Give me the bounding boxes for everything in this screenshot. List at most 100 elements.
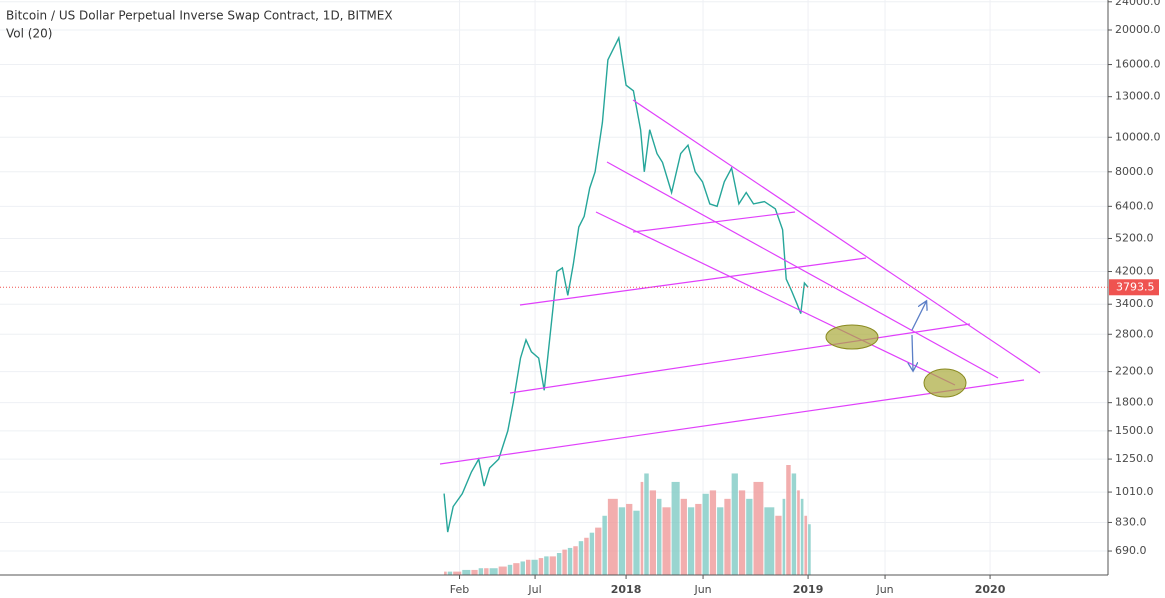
volume-bar: [695, 503, 702, 575]
volume-bar: [513, 563, 520, 575]
volume-bar: [800, 498, 804, 575]
volume-bar: [573, 546, 578, 575]
last-price-box: [1109, 279, 1159, 296]
volume-bar: [484, 568, 489, 575]
volume-bar: [746, 498, 753, 575]
volume-bar: [531, 559, 538, 575]
volume-bar: [567, 547, 573, 575]
trendline: [606, 161, 999, 379]
volume-bar: [782, 498, 786, 575]
volume-bar: [453, 571, 462, 575]
x-tick-label: Jun: [875, 583, 893, 596]
volume-bar: [804, 515, 808, 575]
volume-bar: [489, 568, 498, 575]
y-tick-label: 3400.0: [1115, 297, 1154, 310]
volume-bar: [753, 481, 764, 575]
y-tick-label: 690.0: [1115, 544, 1147, 557]
volume-bar: [607, 498, 618, 575]
volume-bar: [498, 566, 507, 575]
volume-bar: [589, 532, 595, 575]
volume-bar: [471, 569, 478, 575]
y-tick-label: 1800.0: [1115, 396, 1154, 409]
volume-bar: [462, 569, 471, 575]
volume-bar: [680, 498, 687, 575]
volume-bar: [626, 503, 633, 575]
trendline: [439, 379, 1025, 465]
volume-bar: [786, 465, 791, 575]
volume-bar: [538, 558, 544, 575]
x-tick-label: Jul: [527, 583, 541, 596]
volume-bar: [731, 473, 738, 575]
volume-bar: [633, 510, 640, 575]
y-tick-label: 24000.0: [1115, 0, 1161, 8]
y-tick-label: 20000.0: [1115, 23, 1161, 36]
y-tick-label: 2800.0: [1115, 327, 1154, 340]
volume-bar: [525, 559, 531, 575]
target-zone: [923, 368, 967, 398]
volume-bar: [702, 493, 709, 575]
volume-bar: [717, 507, 724, 575]
drawings: [439, 99, 1041, 465]
trendline: [632, 211, 796, 233]
volume-bar: [687, 507, 695, 575]
volume-bar: [764, 507, 775, 575]
y-tick-label: 16000.0: [1115, 58, 1161, 71]
y-tick-label: 8000.0: [1115, 165, 1154, 178]
volume-bar: [775, 515, 782, 575]
y-tick-label: 5200.0: [1115, 231, 1154, 244]
y-tick-label: 6400.0: [1115, 199, 1154, 212]
y-tick-label: 1010.0: [1115, 485, 1154, 498]
x-tick-label: 2018: [611, 583, 642, 596]
y-tick-label: 2200.0: [1115, 365, 1154, 378]
last-price-label: 3793.5: [1116, 280, 1155, 293]
volume-bar: [507, 564, 513, 575]
y-tick-label: 10000.0: [1115, 130, 1161, 143]
trendline: [509, 323, 971, 394]
target-zone: [825, 324, 879, 350]
volume-bar: [556, 553, 562, 575]
volume-bar: [618, 507, 626, 575]
x-tick-label: Feb: [450, 583, 469, 596]
volume-bar: [520, 561, 525, 575]
trendline: [595, 211, 956, 386]
volume-bar: [709, 490, 717, 575]
arrow: [912, 334, 913, 370]
volume-bar: [640, 481, 644, 575]
y-tick-label: 13000.0: [1115, 90, 1161, 103]
volume-bar: [662, 507, 671, 575]
volume-bar: [584, 537, 589, 575]
volume-bar: [808, 524, 811, 575]
x-tick-label: 2020: [975, 583, 1006, 596]
volume-bar: [562, 549, 567, 575]
y-tick-label: 1250.0: [1115, 452, 1154, 465]
volume-bar: [649, 490, 657, 575]
volume-bar: [478, 568, 484, 575]
trendline: [632, 99, 1041, 374]
y-tick-label: 4200.0: [1115, 265, 1154, 278]
volume-bar: [595, 527, 602, 575]
volume-bar: [797, 490, 800, 575]
volume-bar: [602, 515, 607, 575]
volume-bar: [444, 571, 447, 575]
price: [443, 35, 809, 533]
volume-bar: [549, 556, 556, 575]
volume-bar: [791, 473, 797, 575]
x-tick-label: 2019: [793, 583, 824, 596]
subtitle: Vol (20): [6, 27, 52, 41]
y-tick-label: 1500.0: [1115, 424, 1154, 437]
volume-bar: [578, 541, 584, 575]
price-line: [443, 35, 809, 533]
volume-bar: [724, 498, 731, 575]
x-tick-label: Jun: [693, 583, 711, 596]
volume-bar: [657, 498, 662, 575]
volume-bar: [447, 571, 453, 575]
chart-title: Bitcoin / US Dollar Perpetual Inverse Sw…: [6, 9, 393, 23]
volume-bar: [671, 481, 680, 575]
volume-bar: [738, 490, 746, 575]
arrow: [911, 302, 926, 331]
y-tick-label: 830.0: [1115, 515, 1147, 528]
grid: [0, 0, 1108, 575]
trendline: [519, 257, 867, 306]
